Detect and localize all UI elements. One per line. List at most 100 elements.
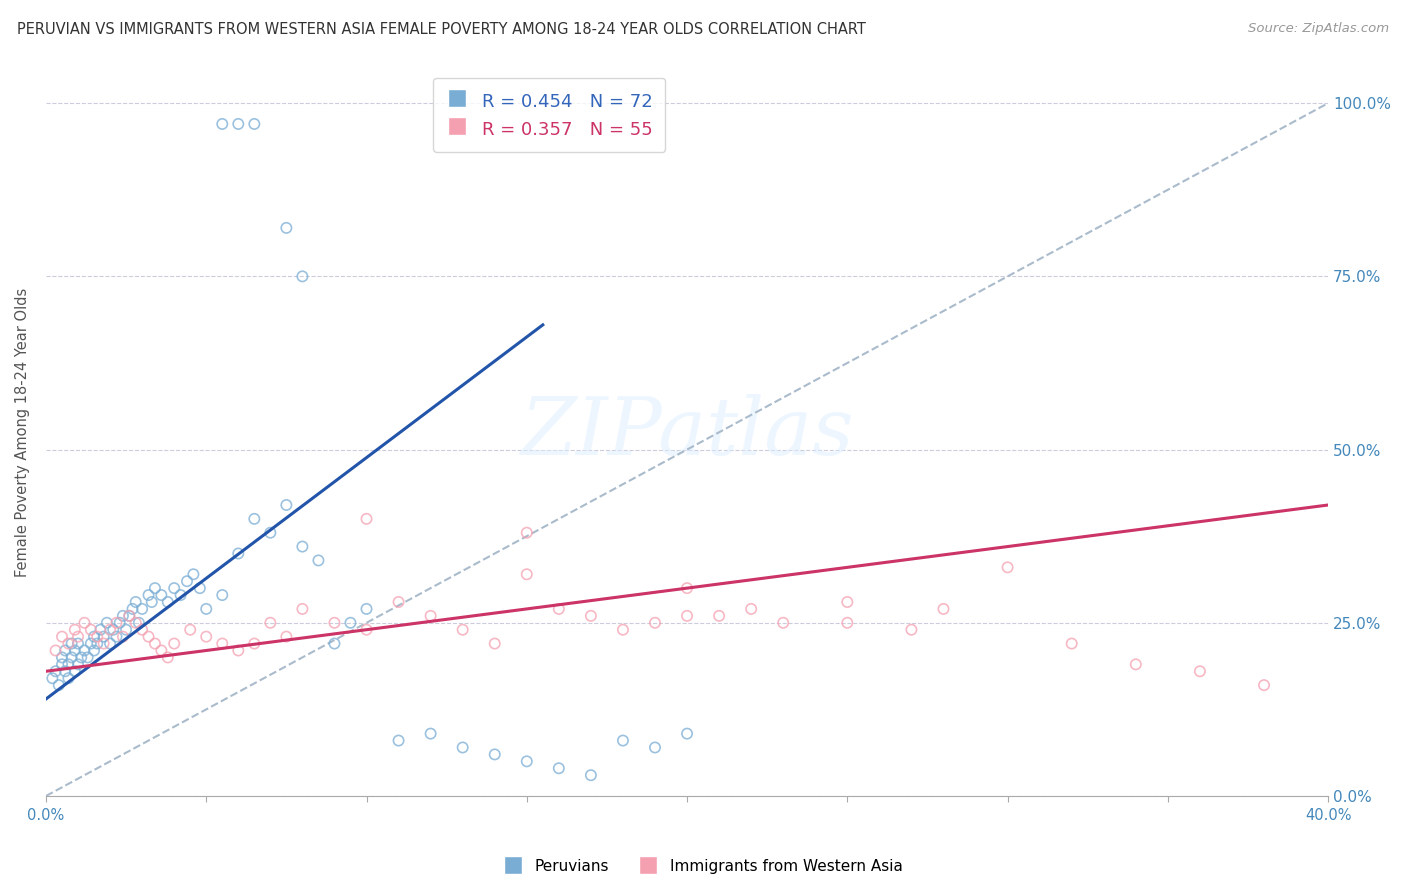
Point — [51, 657, 73, 672]
Point — [51, 630, 73, 644]
Point — [156, 650, 179, 665]
Point — [89, 623, 111, 637]
Point — [932, 602, 955, 616]
Point — [121, 602, 143, 616]
Point — [579, 768, 602, 782]
Point — [156, 595, 179, 609]
Point — [111, 608, 134, 623]
Point — [211, 636, 233, 650]
Point — [53, 643, 76, 657]
Point — [138, 630, 160, 644]
Text: ZIPatlas: ZIPatlas — [520, 393, 853, 471]
Point — [211, 588, 233, 602]
Point — [676, 726, 699, 740]
Point — [259, 525, 281, 540]
Point — [150, 588, 173, 602]
Point — [612, 623, 634, 637]
Point — [163, 581, 186, 595]
Point — [516, 567, 538, 582]
Point — [131, 602, 153, 616]
Point — [98, 623, 121, 637]
Point — [93, 636, 115, 650]
Point — [516, 755, 538, 769]
Point — [243, 636, 266, 650]
Point — [579, 608, 602, 623]
Point — [307, 553, 329, 567]
Point — [128, 615, 150, 630]
Point — [63, 623, 86, 637]
Point — [419, 608, 441, 623]
Point — [125, 615, 148, 630]
Point — [105, 615, 128, 630]
Point — [93, 630, 115, 644]
Point — [80, 623, 103, 637]
Point — [63, 665, 86, 679]
Point — [516, 525, 538, 540]
Point — [66, 630, 89, 644]
Point — [58, 657, 80, 672]
Point — [98, 636, 121, 650]
Point — [51, 650, 73, 665]
Point — [45, 643, 67, 657]
Point — [96, 615, 118, 630]
Point — [103, 623, 125, 637]
Point — [66, 657, 89, 672]
Point — [226, 547, 249, 561]
Point — [48, 678, 70, 692]
Point — [339, 615, 361, 630]
Point — [45, 665, 67, 679]
Point — [291, 602, 314, 616]
Point — [644, 740, 666, 755]
Point — [86, 630, 108, 644]
Point — [676, 581, 699, 595]
Point — [73, 615, 96, 630]
Point — [58, 671, 80, 685]
Point — [243, 117, 266, 131]
Point — [143, 581, 166, 595]
Point — [141, 595, 163, 609]
Point — [188, 581, 211, 595]
Point — [143, 636, 166, 650]
Point — [226, 643, 249, 657]
Point — [111, 630, 134, 644]
Point — [1188, 665, 1211, 679]
Point — [118, 608, 141, 623]
Text: PERUVIAN VS IMMIGRANTS FROM WESTERN ASIA FEMALE POVERTY AMONG 18-24 YEAR OLDS CO: PERUVIAN VS IMMIGRANTS FROM WESTERN ASIA… — [17, 22, 866, 37]
Point — [707, 608, 730, 623]
Point — [484, 747, 506, 762]
Point — [131, 623, 153, 637]
Point — [115, 623, 138, 637]
Point — [323, 636, 346, 650]
Y-axis label: Female Poverty Among 18-24 Year Olds: Female Poverty Among 18-24 Year Olds — [15, 287, 30, 577]
Point — [451, 623, 474, 637]
Point — [276, 220, 298, 235]
Point — [997, 560, 1019, 574]
Point — [323, 615, 346, 630]
Point — [63, 643, 86, 657]
Point — [211, 117, 233, 131]
Point — [356, 512, 378, 526]
Point — [1125, 657, 1147, 672]
Point — [80, 636, 103, 650]
Point — [105, 630, 128, 644]
Point — [150, 643, 173, 657]
Point — [66, 636, 89, 650]
Text: Source: ZipAtlas.com: Source: ZipAtlas.com — [1249, 22, 1389, 36]
Point — [226, 117, 249, 131]
Point — [195, 602, 218, 616]
Point — [356, 623, 378, 637]
Point — [58, 636, 80, 650]
Point — [76, 650, 98, 665]
Point — [183, 567, 205, 582]
Point — [73, 643, 96, 657]
Point — [547, 761, 569, 775]
Point — [108, 615, 131, 630]
Point — [41, 671, 63, 685]
Legend: Peruvians, Immigrants from Western Asia: Peruvians, Immigrants from Western Asia — [498, 853, 908, 880]
Point — [644, 615, 666, 630]
Point — [169, 588, 191, 602]
Point — [60, 650, 83, 665]
Point — [70, 650, 93, 665]
Point — [138, 588, 160, 602]
Point — [1060, 636, 1083, 650]
